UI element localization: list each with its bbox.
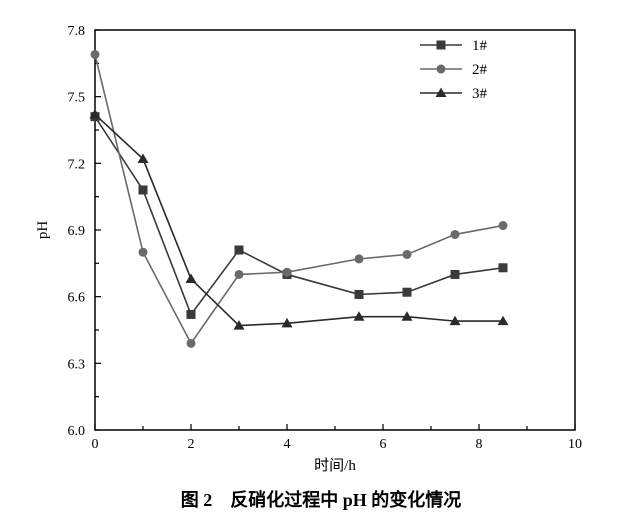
line-chart: 0 2 4 6 8 10 6.0 6.3 6.6 6.9 7.2 7.5 7.8 时间/h pH 1# 2# 3# <box>0 0 642 519</box>
svg-text:0: 0 <box>92 437 99 452</box>
svg-text:6: 6 <box>380 437 387 452</box>
svg-text:7.2: 7.2 <box>68 157 86 172</box>
svg-text:6.9: 6.9 <box>68 224 86 239</box>
legend-label: 2# <box>472 62 488 78</box>
svg-text:时间/h: 时间/h <box>314 457 356 474</box>
svg-text:8: 8 <box>476 437 483 452</box>
svg-text:7.8: 7.8 <box>68 24 86 39</box>
svg-text:pH: pH <box>35 221 51 240</box>
legend-label: 1# <box>472 38 488 54</box>
svg-text:6.0: 6.0 <box>68 424 86 439</box>
chart-container: 0 2 4 6 8 10 6.0 6.3 6.6 6.9 7.2 7.5 7.8 时间/h pH 1# 2# 3#… <box>0 0 642 519</box>
svg-text:10: 10 <box>568 437 582 452</box>
svg-text:2: 2 <box>188 437 195 452</box>
svg-text:6.6: 6.6 <box>68 291 86 306</box>
svg-text:4: 4 <box>284 437 291 452</box>
svg-text:7.5: 7.5 <box>68 91 86 106</box>
figure-caption: 图 2 反硝化过程中 pH 的变化情况 <box>0 486 642 512</box>
svg-text:6.3: 6.3 <box>68 357 86 372</box>
legend-label: 3# <box>472 86 488 102</box>
